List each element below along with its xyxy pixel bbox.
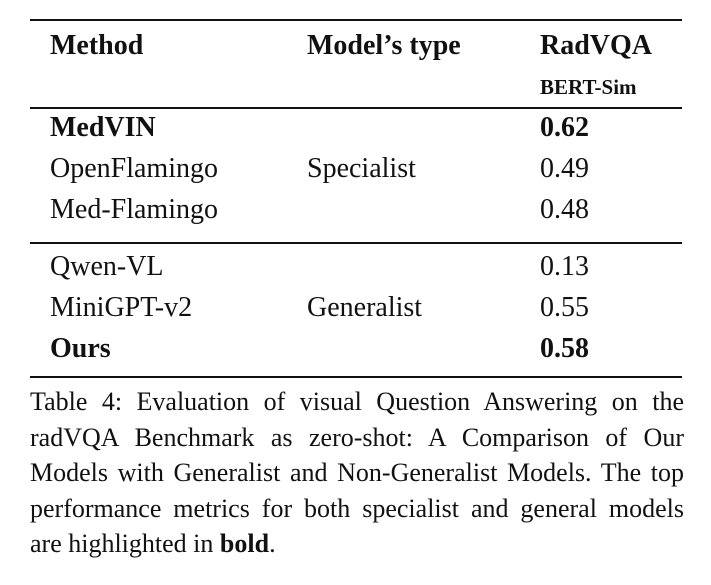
type-cell: Generalist xyxy=(307,292,423,323)
header-dataset: RadVQA xyxy=(540,30,653,61)
caption-text: Table 4: Evaluation of visual Question A… xyxy=(30,387,684,558)
header-rule xyxy=(30,107,682,109)
top-rule xyxy=(30,19,682,21)
type-cell: Specialist xyxy=(307,153,416,184)
method-cell: Qwen-VL xyxy=(50,251,164,282)
score-cell: 0.13 xyxy=(540,251,589,282)
method-cell: Med-Flamingo xyxy=(50,194,218,225)
score-cell: 0.48 xyxy=(540,194,589,225)
method-cell: MedVIN xyxy=(50,112,156,143)
caption-emphasis: bold xyxy=(219,529,270,558)
header-type: Model’s type xyxy=(307,30,461,61)
caption: Table 4: Evaluation of visual Question A… xyxy=(30,384,684,562)
group-rule xyxy=(30,242,682,244)
score-cell: 0.62 xyxy=(540,112,589,143)
score-cell: 0.58 xyxy=(540,333,589,364)
method-cell: OpenFlamingo xyxy=(50,153,218,184)
bottom-rule xyxy=(30,376,682,378)
method-cell: Ours xyxy=(50,333,111,364)
header-metric: BERT-Sim xyxy=(540,75,637,99)
score-cell: 0.49 xyxy=(540,153,589,184)
caption-end: . xyxy=(269,529,276,558)
header-method: Method xyxy=(50,30,144,61)
score-cell: 0.55 xyxy=(540,292,589,323)
method-cell: MiniGPT-v2 xyxy=(50,292,193,323)
